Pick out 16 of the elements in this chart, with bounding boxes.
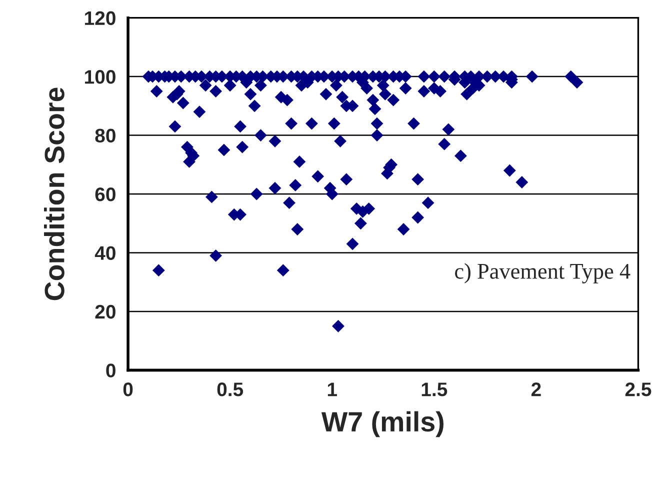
x-tick-label: 0 (123, 382, 133, 396)
x-axis-title: W7 (mils) (321, 411, 444, 438)
y-tick-label: 20 (95, 304, 116, 319)
x-tick-label: 0.5 (217, 382, 244, 396)
annotation: c) Pavement Type 4 (455, 263, 630, 284)
y-tick-label: 40 (94, 246, 116, 260)
y-tick-label: 0 (106, 364, 116, 378)
x-tick-label: 2.5 (625, 382, 652, 396)
y-tick-label: 60 (95, 187, 116, 202)
y-tick-label: 80 (95, 128, 116, 143)
x-tick-label: 1 (328, 382, 337, 396)
y-tick-label: 120 (85, 11, 116, 26)
y-axis-title: Condition Score (44, 88, 64, 300)
x-tick-label: 2 (531, 382, 541, 396)
x-tick-label: 1.5 (422, 382, 448, 396)
y-tick-label: 100 (85, 70, 116, 84)
